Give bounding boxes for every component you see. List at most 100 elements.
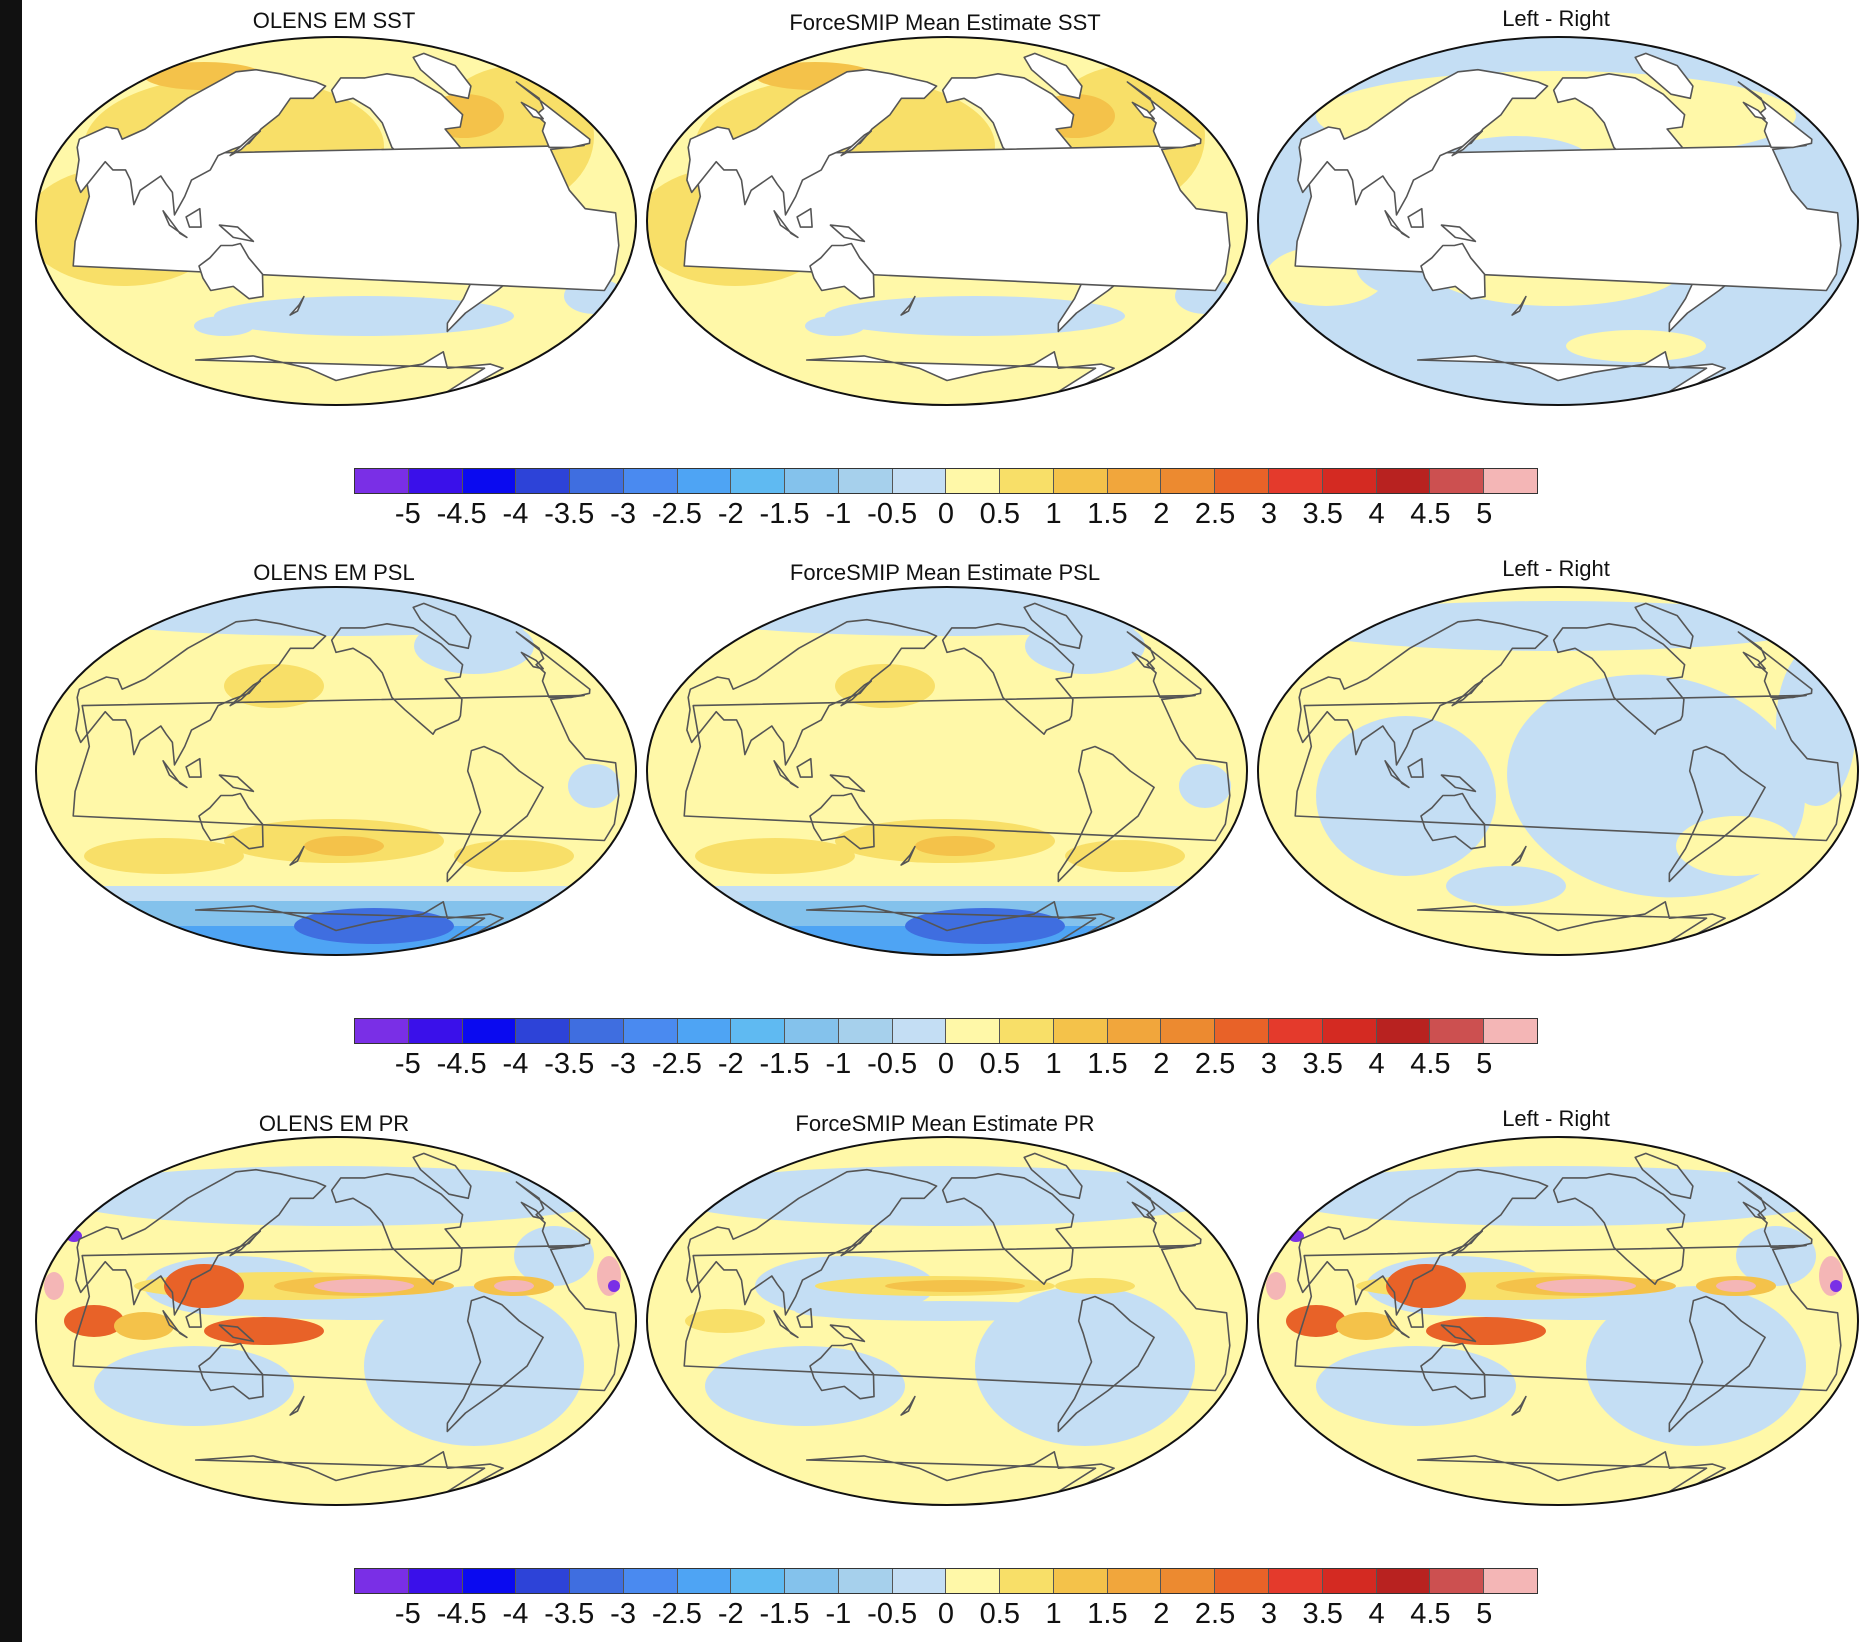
field-patch [1426,1317,1546,1345]
landmass-southAmerica [1057,745,1155,883]
colorbar-tick-label: 4 [1368,1048,1385,1080]
map-outline [35,36,637,406]
colorbar-swatch [1000,1019,1054,1043]
field-patch [1316,1346,1516,1426]
landmass-greenland [412,52,472,100]
colorbar-swatch [516,1019,571,1043]
landmass-southAmerica [1668,745,1766,883]
colorbar-tick-label: 1.5 [1087,498,1128,530]
colorbar-swatch [1000,1569,1054,1593]
island [162,760,188,789]
field-patch [84,838,244,874]
colorbar-tick-label: 0 [937,1048,955,1080]
landmass-eurasiaW [515,631,591,699]
panel-title-sst-forcesmip: ForceSMIP Mean Estimate SST [789,10,1101,35]
colorbar-tick-label: -4 [502,1048,529,1080]
field-patch [214,296,514,336]
colorbar-swatch [462,469,517,493]
island [829,224,866,243]
landmass-africa [1294,1244,1842,1392]
landmass-australia [809,792,875,850]
landmass-australia [198,792,264,850]
colorbar-2 [354,1018,1538,1044]
field-patch [224,664,324,708]
colorbar-swatch [1161,469,1216,493]
colorbar-swatch [1430,469,1485,493]
colorbar-swatch [785,1569,839,1593]
field-patch [64,1305,124,1337]
landmass-eurasiaW [1737,1181,1813,1249]
colorbar-tick-label: -3 [610,1048,636,1080]
island [900,1395,916,1416]
map-outline [646,36,1248,406]
colorbar-swatch [408,469,463,493]
colorbar-swatch [677,1019,732,1043]
field-patch [114,1312,174,1340]
colorbar-swatch [408,1569,463,1593]
colorbar-tick-label: 2.5 [1194,1598,1236,1630]
colorbar-swatch [516,1569,571,1593]
colorbar-1 [354,468,1538,494]
island [840,130,873,157]
colorbar-tick-label: -4 [502,1598,529,1630]
panel-title-pr-em: OLENS EM PR [258,1111,410,1136]
landmass-southAmerica [1668,1295,1766,1433]
island [185,207,202,228]
colorbar-tick-label: -0.5 [867,1048,918,1080]
island [773,760,799,789]
colorbar-tick-label: 2.5 [1194,1048,1236,1080]
landmass-australia [809,1342,875,1400]
landmass-australia [198,1342,264,1400]
field-patch [1446,866,1566,906]
field-patch [1065,840,1185,872]
colorbar-swatch [1107,1569,1162,1593]
map-psl-diff [1257,586,1859,956]
colorbar-tick-label: 0.5 [979,1598,1020,1630]
field-patch [304,836,384,856]
island [1384,1310,1410,1339]
panel-title-pr-diff: Left - Right [1502,1106,1610,1131]
colorbar-swatch [1484,1019,1537,1043]
panel-title-pr-forcesmip: ForceSMIP Mean Estimate PR [795,1111,1095,1136]
island [1440,1324,1477,1343]
colorbar-swatch [1322,1019,1377,1043]
colorbar-swatch [1000,469,1054,493]
landmass-eurasiaE [686,68,938,216]
landmass-australia [1420,792,1486,850]
colorbar-tick-label: -4 [502,498,529,530]
colorbar-swatch [1322,469,1377,493]
landmass-eurasiaE [1297,1168,1549,1316]
colorbar-tick-label: -2.5 [651,1048,702,1080]
map-sst-em [35,36,637,406]
island [289,1395,305,1416]
colorbar-swatch [1376,469,1431,493]
colorbar-tick-label: -4.5 [436,1048,487,1080]
colorbar-tick-label: 0.5 [979,1048,1020,1080]
island [773,1310,799,1339]
landmass-africa [72,694,620,842]
field-patch [835,664,935,708]
colorbar-tick-label: 5 [1476,498,1493,530]
field-patch [1055,1278,1135,1294]
island [162,210,188,239]
colorbar-tick-label: 3.5 [1302,1598,1343,1630]
island [229,130,262,157]
colorbar-swatch [1215,1569,1270,1593]
island [1440,224,1477,243]
colorbar-tick-label: 5 [1476,1598,1493,1630]
colorbar-tick-label: 4 [1368,1598,1385,1630]
landmass-southAmerica [446,1295,544,1433]
colorbar-tick-label: 1 [1045,1048,1062,1080]
panel-title-psl-em: OLENS EM PSL [253,560,415,585]
island [1511,1395,1527,1416]
colorbar-tick-label: 1 [1045,1598,1062,1630]
field-patch [1386,1264,1466,1308]
field-patch [1286,1305,1346,1337]
island [185,757,202,778]
colorbar-swatch [1376,1569,1431,1593]
island [520,1201,544,1220]
island [1407,757,1424,778]
landmass-greenland [1634,52,1694,100]
field-band [36,886,636,901]
field-patch [1830,1280,1842,1292]
